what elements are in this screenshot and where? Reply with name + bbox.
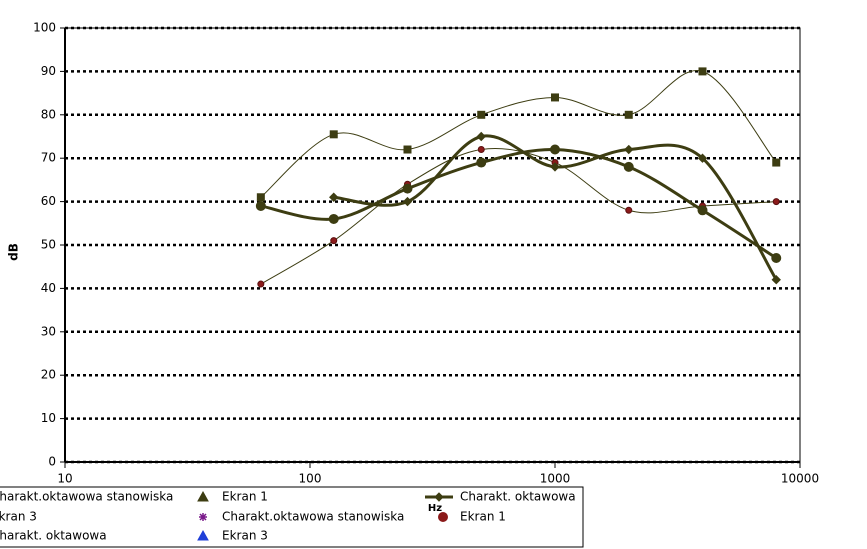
x-tick-label: 1000 [540,472,571,486]
marker [199,513,207,521]
x-tick-label: 10000 [781,472,819,486]
marker [329,192,339,202]
legend-label: Charakt.oktawowa stanowiska [222,510,404,524]
legend-label: Charakt. oktawowa [460,490,576,504]
legend-label: Ekran 3 [0,510,37,524]
marker [476,157,487,168]
marker [772,158,781,167]
y-tick-label: 50 [41,238,56,252]
marker [624,144,634,155]
y-tick-label: 90 [41,64,56,78]
y-tick-label: 20 [41,368,56,382]
y-tick-label: 60 [41,194,56,208]
y-tick-label: 30 [41,324,56,338]
marker [772,198,780,206]
marker [476,131,486,142]
marker [197,529,209,541]
marker [551,93,559,102]
legend-label: Ekran 1 [460,510,506,524]
marker [624,110,633,119]
legend-label: Ekran 3 [222,529,268,543]
y-tick-label: 10 [41,411,56,425]
marker [623,161,634,172]
legend-label: Charakt.oktawowa stanowiska [0,490,173,504]
marker [434,492,444,502]
marker [771,253,782,264]
marker [697,205,708,216]
y-tick-label: 100 [33,21,56,35]
marker [438,512,448,522]
marker [477,110,486,119]
legend-box [0,486,584,548]
marker [255,200,266,211]
legend-label: Charakt. oktawowa [0,529,107,543]
y-tick-label: 80 [41,107,56,121]
marker [197,490,209,502]
x-tick-label: 10 [57,472,72,486]
marker [550,162,560,172]
series-line [260,148,777,285]
marker [477,146,485,154]
y-tick-label: 40 [41,281,56,295]
marker [256,193,265,202]
marker [625,206,633,214]
marker [550,144,560,155]
marker [697,153,708,163]
x-tick-label: 100 [299,472,322,486]
marker [330,237,338,245]
y-tick-label: 70 [41,151,56,165]
marker [698,67,707,76]
y-tick-label: 0 [48,455,56,469]
x-axis-label: Hz [428,503,442,514]
marker [403,145,412,154]
marker [771,275,781,285]
y-axis-label: dB [7,243,21,261]
marker [328,213,339,224]
marker [402,183,413,194]
legend-label: Ekran 1 [222,490,268,504]
marker [257,280,265,288]
marker [402,196,413,207]
marker [329,130,338,139]
